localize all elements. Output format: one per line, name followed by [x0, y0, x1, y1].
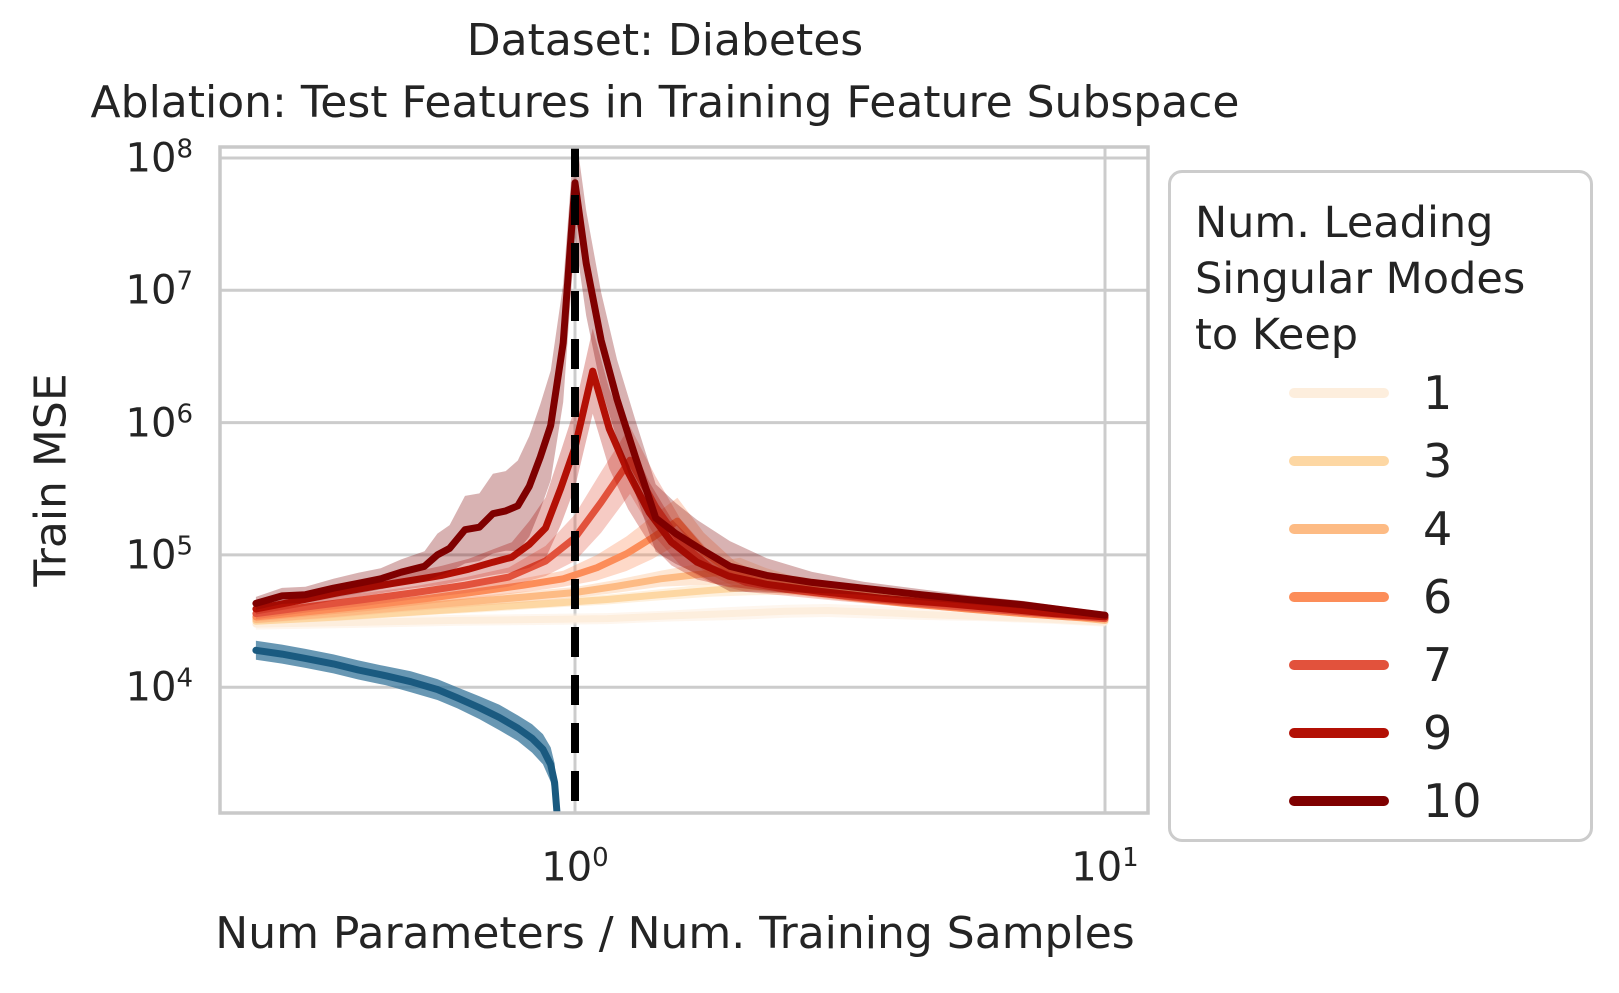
line-baseline: [252, 646, 561, 813]
line-1: [252, 607, 1109, 628]
band-4: [255, 557, 1105, 624]
legend-swatch-7: [1289, 660, 1389, 670]
legend-swatch-10: [1289, 796, 1389, 806]
legend-label-3: 3: [1423, 434, 1453, 488]
legend-entry-6: 6: [1171, 563, 1590, 631]
legend-label-1: 1: [1423, 366, 1453, 420]
x-axis-label: Num Parameters / Num. Training Samples: [215, 908, 1135, 959]
legend-title-line1: Num. Leading: [1195, 198, 1494, 248]
chart-title-line2: Ablation: Test Features in Training Feat…: [90, 77, 1240, 128]
legend-label-10: 10: [1423, 774, 1482, 828]
legend-swatch-9: [1289, 728, 1389, 738]
line-10: [252, 179, 1109, 619]
legend-title-line3: to Keep: [1195, 310, 1359, 360]
legend-entry-3: 3: [1171, 427, 1590, 495]
y-tick-label-10e6: 106: [125, 398, 193, 447]
band-7: [255, 426, 1105, 622]
legend-swatch-4: [1289, 524, 1389, 534]
legend-entry-7: 7: [1171, 631, 1590, 699]
band-10: [255, 147, 1105, 619]
band-baseline: [255, 640, 558, 813]
legend-entry-10: 10: [1171, 767, 1590, 835]
legend-label-9: 9: [1423, 706, 1453, 760]
gridlines: [220, 147, 1148, 813]
legend-title: Num. Leading Singular Modes to Keep: [1195, 195, 1525, 363]
legend: Num. Leading Singular Modes to Keep 1 3 4 6…: [1168, 170, 1593, 842]
legend-label-7: 7: [1423, 638, 1453, 692]
legend-title-line2: Singular Modes: [1195, 254, 1526, 304]
y-axis-label: Train MSE: [25, 373, 77, 587]
y-tick-label-10e8: 108: [125, 134, 193, 182]
axes-spines: [218, 145, 1150, 815]
legend-swatch-1: [1289, 388, 1389, 398]
y-tick-label-10e5: 105: [125, 531, 193, 579]
chart-title: Dataset: Diabetes Ablation: Test Feature…: [0, 10, 1330, 134]
y-tick-label-10e4: 104: [125, 663, 193, 711]
legend-entry-1: 1: [1171, 359, 1590, 427]
legend-swatch-6: [1289, 592, 1389, 602]
x-tick-label-10e1: 101: [1071, 843, 1139, 891]
band-3: [255, 575, 1105, 625]
legend-entry-9: 9: [1171, 699, 1590, 767]
chart-title-line1: Dataset: Diabetes: [466, 15, 864, 66]
line-9: [252, 367, 1109, 621]
legend-label-6: 6: [1423, 570, 1453, 624]
series-group: [252, 147, 1109, 813]
legend-swatch-3: [1289, 456, 1389, 466]
legend-entry-4: 4: [1171, 495, 1590, 563]
y-tick-label-10e7: 107: [125, 266, 193, 314]
legend-label-4: 4: [1423, 502, 1453, 556]
x-tick-label-10e0: 100: [541, 843, 609, 891]
